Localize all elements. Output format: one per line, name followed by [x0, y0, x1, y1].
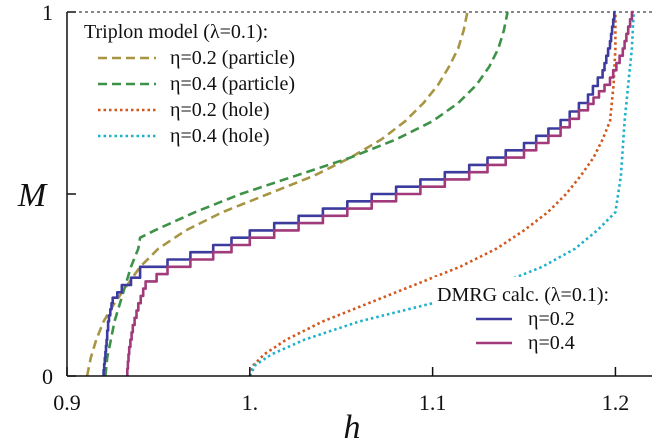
series-line-0 [85, 11, 469, 377]
series-line-3 [248, 11, 635, 377]
x-tick-label: 0.9 [53, 390, 81, 415]
plot-area [67, 10, 652, 377]
y-tick-label: 0 [42, 364, 53, 389]
legend-entry-label: η=0.2 (hole) [170, 99, 270, 121]
legend-title: DMRG calc. (λ=0.1): [437, 284, 609, 306]
legend-entry-label: η=0.2 (particle) [170, 47, 295, 69]
legend-entry-label: η=0.4 (hole) [170, 125, 270, 147]
legend-triplon-model: Triplon model (λ=0.1): η=0.2 (particle) η=… [80, 14, 320, 154]
x-tick-label: 1. [242, 390, 259, 415]
x-tick-label: 1.2 [602, 390, 630, 415]
y-ticks: 01 [42, 0, 76, 389]
legend-entry-label: η=0.4 [528, 332, 575, 354]
series-line-5 [126, 10, 634, 376]
x-axis-title: h [344, 409, 361, 445]
series-line-2 [248, 12, 617, 377]
y-axis-title: M [17, 177, 48, 214]
x-ticks: 0.9 1. 1.1 1.2 [53, 367, 629, 415]
legend-dmrg: DMRG calc. (λ=0.1):η=0.2η=0.4 [433, 277, 647, 365]
series-line-1 [104, 11, 509, 377]
legend-entry-label: η=0.4 (particle) [170, 73, 295, 95]
legend-entry-label: η=0.2 [528, 308, 575, 330]
x-tick-label: 1.1 [419, 390, 447, 415]
legend-background [433, 277, 647, 365]
legend-title: Triplon model (λ=0.1): [84, 21, 268, 43]
y-tick-label: 1 [42, 0, 53, 25]
